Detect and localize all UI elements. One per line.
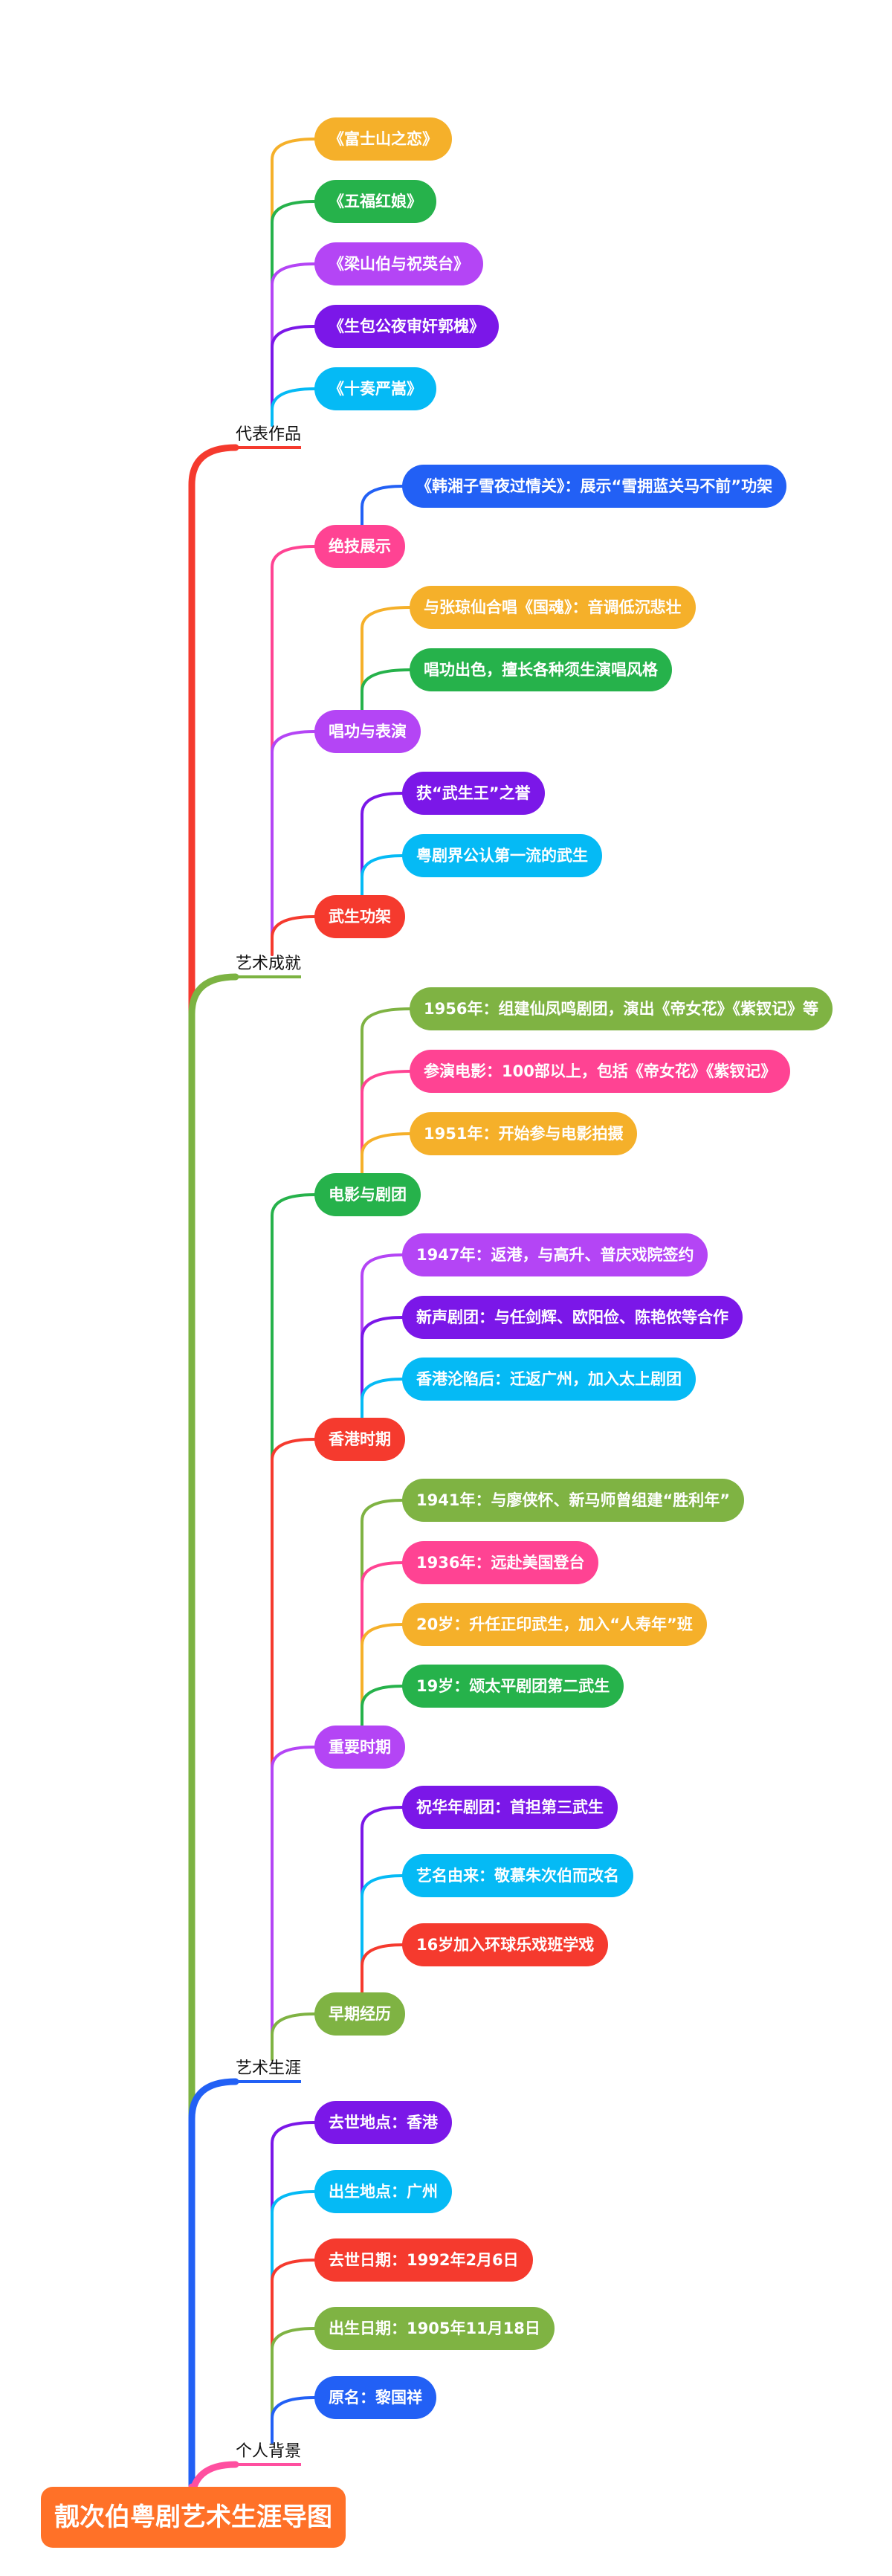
node-connector [361,1132,411,1175]
node-connector [361,1561,404,1727]
branch-label[interactable]: 艺术成就 [236,955,302,978]
node-connector [361,1806,404,1994]
node[interactable]: 1936年：远赴美国登台 [402,1541,599,1584]
node[interactable]: 电影与剧团 [314,1173,421,1216]
node[interactable]: 武生功架 [314,895,405,938]
branch-label[interactable]: 艺术生涯 [236,2059,302,2083]
node[interactable]: 早期经历 [314,1992,405,2036]
node[interactable]: 艺名由来：敬慕朱次伯而改名 [402,1854,633,1897]
node[interactable]: 原名：黎国祥 [314,2376,436,2419]
node[interactable]: 1956年：组建仙凤鸣剧团，演出《帝女花》《紫钗记》等 [410,987,833,1030]
node-connector [361,792,404,897]
node[interactable]: 绝技展示 [314,525,405,568]
node[interactable]: 香港时期 [314,1418,405,1461]
node[interactable]: 香港沦陷后：迁返广州，加入太上剧团 [402,1358,696,1401]
node-connector [271,2121,316,2444]
node[interactable]: 参演电影：100部以上，包括《帝女花》《紫钗记》 [410,1050,791,1093]
node-connector [271,325,316,427]
node-connector [361,1316,404,1419]
node-connector [271,387,316,427]
node[interactable]: 1951年：开始参与电影拍摄 [410,1112,638,1155]
node-connector [271,915,316,956]
node-connector [361,1685,404,1727]
node[interactable]: 去世地点：香港 [314,2101,452,2144]
node-connector [271,2012,316,2061]
node-connector [271,2327,316,2444]
node-connector [271,2396,316,2444]
node-connector [271,2190,316,2444]
node[interactable]: 16岁加入环球乐戏班学戏 [402,1923,609,1966]
node-connector [271,730,316,956]
branch-connector [188,444,239,2491]
branch-label[interactable]: 代表作品 [236,425,302,449]
node-connector [361,1943,404,1994]
node-connector [271,138,316,427]
node[interactable]: 1941年：与廖侠怀、新马师曾组建“胜利年” [402,1479,745,1522]
node[interactable]: 《富士山之恋》 [314,117,452,161]
node-connector [361,1378,404,1419]
node[interactable]: 《生包公夜审奸郭槐》 [314,305,499,348]
node[interactable]: 祝华年剧团：首担第三武生 [402,1786,618,1829]
node[interactable]: 出生地点：广州 [314,2170,452,2213]
branch-connector [188,2078,239,2491]
node[interactable]: 出生日期：1905年11月18日 [314,2307,555,2350]
node[interactable]: 唱功与表演 [314,710,421,753]
node[interactable]: 去世日期：1992年2月6日 [314,2238,533,2282]
node[interactable]: 《韩湘子雪夜过情关》：展示“雪拥蓝关马不前”功架 [402,465,787,508]
node[interactable]: 粤剧界公认第一流的武生 [402,834,602,877]
node[interactable]: 新声剧团：与任剑辉、欧阳俭、陈艳侬等合作 [402,1296,743,1339]
node-connector [271,1438,316,2061]
node[interactable]: 19岁：颂太平剧团第二武生 [402,1665,624,1708]
node-connector [361,1253,404,1419]
node-connector [361,1070,411,1175]
node-connector [361,1623,404,1727]
node-connector [271,262,316,427]
node-connector [271,2259,316,2444]
node-connector [271,1193,316,2061]
node-connector [271,545,316,956]
node[interactable]: 与张琼仙合唱《国魂》：音调低沉悲壮 [410,586,696,629]
node-connector [361,1007,411,1175]
root-topic[interactable]: 靓次伯粤剧艺术生涯导图 [41,2487,346,2548]
node[interactable]: 获“武生王”之誉 [402,772,545,815]
node[interactable]: 《梁山伯与祝英台》 [314,242,483,285]
node-connector [361,1499,404,1727]
node[interactable]: 《十奏严嵩》 [314,367,436,410]
node-connector [361,854,404,897]
node-connector [271,1746,316,2061]
node-connector [361,606,411,711]
node[interactable]: 唱功出色，擅长各种须生演唱风格 [410,648,672,691]
node-connector [361,1874,404,1994]
node[interactable]: 《五福红娘》 [314,180,436,223]
node-connector [271,200,316,427]
node[interactable]: 1947年：返港，与高升、普庆戏院签约 [402,1233,708,1276]
branch-label[interactable]: 个人背景 [236,2442,302,2466]
node[interactable]: 20岁：升任正印武生，加入“人寿年”班 [402,1603,707,1646]
branch-connector [188,973,239,2491]
node-connector [361,668,411,711]
node[interactable]: 重要时期 [314,1726,405,1769]
node-connector [361,485,404,526]
